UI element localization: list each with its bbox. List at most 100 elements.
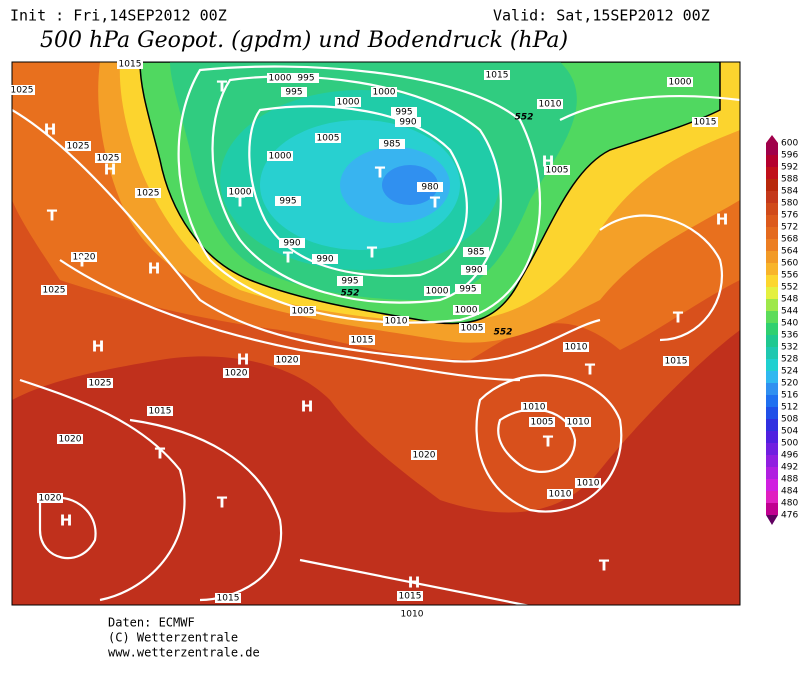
- pressure-center: T: [543, 433, 554, 451]
- isobar-label: 1020: [276, 356, 299, 366]
- label-box: [417, 182, 443, 192]
- color-band: [766, 299, 778, 311]
- pressure-center: T: [283, 249, 294, 267]
- label-box: [424, 286, 450, 296]
- label-box: [215, 593, 241, 603]
- label-box: [667, 77, 693, 87]
- legend-level: 576: [781, 211, 798, 221]
- legend-level: 568: [781, 235, 798, 245]
- pressure-center: T: [155, 445, 166, 463]
- isobar-label: 1010: [401, 610, 424, 620]
- label-box: [455, 284, 481, 294]
- pressure-center: T: [375, 164, 386, 182]
- legend-level: 552: [781, 283, 798, 293]
- legend-level: 504: [781, 427, 798, 437]
- label-box: [227, 187, 253, 197]
- legend-level: 492: [781, 463, 798, 473]
- pressure-center: H: [237, 351, 250, 369]
- pressure-center: H: [408, 574, 421, 592]
- label-box: [274, 355, 300, 365]
- isobar-label: 1000: [455, 306, 478, 316]
- pressure-center: T: [367, 244, 378, 262]
- legend-level: 500: [781, 439, 798, 449]
- legend-level: 496: [781, 451, 798, 461]
- legend-level: 572: [781, 223, 798, 233]
- isobar-label: 1000: [426, 287, 449, 297]
- isobar-label: 995: [297, 74, 314, 84]
- label-box: [459, 323, 485, 333]
- color-band: [766, 287, 778, 299]
- label-box: [391, 107, 417, 117]
- legend-level: 524: [781, 367, 798, 377]
- isobar-label: 980: [421, 183, 438, 193]
- isobar-label: 1000: [269, 152, 292, 162]
- map-frame: [11, 61, 741, 606]
- legend-level: 476: [781, 511, 798, 521]
- color-band: [766, 323, 778, 335]
- label-box: [547, 489, 573, 499]
- footer-line: Daten: ECMWF: [108, 616, 195, 630]
- isobar-label: 985: [467, 248, 484, 258]
- color-band: [766, 311, 778, 323]
- isobar-label: 995: [459, 285, 476, 295]
- label-box: [371, 87, 397, 97]
- color-band: [766, 239, 778, 251]
- legend-level: 564: [781, 247, 798, 257]
- label-box: [463, 247, 489, 257]
- color-band: [766, 215, 778, 227]
- color-band: [766, 191, 778, 203]
- legend-level: 548: [781, 295, 798, 305]
- label-box: [37, 493, 63, 503]
- legend-tip: [766, 135, 778, 143]
- label-box: [565, 417, 591, 427]
- isobar-label: 1000: [229, 188, 252, 198]
- label-box: [267, 151, 293, 161]
- isobar-label: 1010: [385, 317, 408, 327]
- label-box: [575, 478, 601, 488]
- label-box: [453, 305, 479, 315]
- isobar-label: 1015: [149, 407, 172, 417]
- isobar-label: 1025: [11, 86, 34, 96]
- legend-level: 516: [781, 391, 798, 401]
- isobar-label: 1010: [567, 418, 590, 428]
- label-box: [537, 99, 563, 109]
- pressure-center: H: [542, 153, 555, 171]
- color-band: [766, 455, 778, 467]
- label-box: [484, 70, 510, 80]
- color-band: [766, 503, 778, 515]
- legend-level: 532: [781, 343, 798, 353]
- color-band: [766, 491, 778, 503]
- legend-level: 592: [781, 163, 798, 173]
- legend-level: 480: [781, 499, 798, 509]
- color-band: [766, 275, 778, 287]
- isobar-label: 1020: [73, 253, 96, 263]
- legend-level: 536: [781, 331, 798, 341]
- color-band: [766, 467, 778, 479]
- isobar-label: 1005: [546, 166, 569, 176]
- label-box: [544, 165, 570, 175]
- isobar-label: 985: [383, 140, 400, 150]
- label-box: [87, 378, 113, 388]
- label-box: [312, 254, 338, 264]
- label-box: [563, 342, 589, 352]
- init-time: Init : Fri,14SEP2012 00Z: [10, 7, 227, 25]
- contour-label: 552: [494, 328, 513, 338]
- isobar-label: 1005: [317, 134, 340, 144]
- color-band: [766, 359, 778, 371]
- isobar-label: 1015: [694, 118, 717, 128]
- label-box: [315, 133, 341, 143]
- label-box: [41, 285, 67, 295]
- label-box: [65, 141, 91, 151]
- pressure-center: T: [599, 557, 610, 575]
- label-box: [267, 73, 293, 83]
- legend-level: 484: [781, 487, 798, 497]
- color-band: [766, 155, 778, 167]
- pressure-center: T: [217, 494, 228, 512]
- label-box: [223, 368, 249, 378]
- legend-level: 512: [781, 403, 798, 413]
- pressure-center: T: [217, 78, 228, 96]
- label-box: [337, 276, 363, 286]
- isobar-label: 1000: [269, 74, 292, 84]
- isobar-label: 1005: [461, 324, 484, 334]
